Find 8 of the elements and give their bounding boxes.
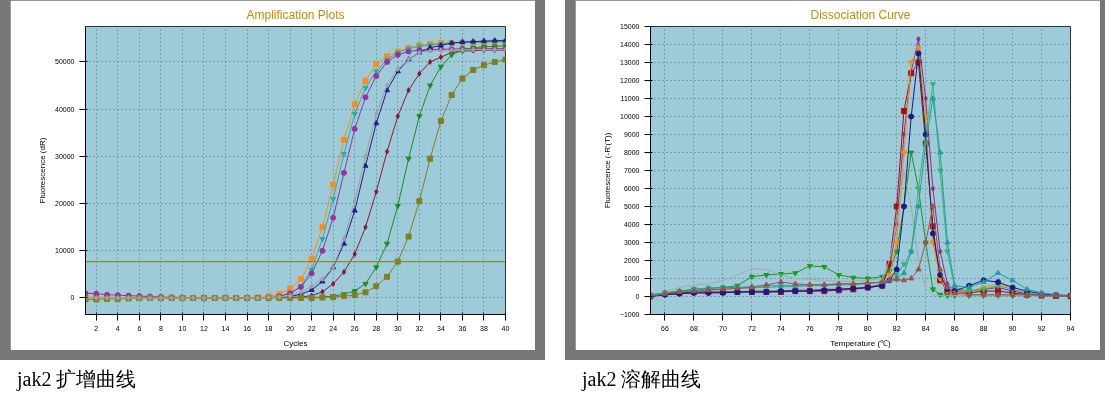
text: jak2 扩增曲线 [17, 367, 137, 393]
x-axis-title: Temperature (℃) [830, 338, 892, 348]
y-axis-title: Fluorescence (dR) [38, 137, 48, 204]
x-axis-title: Cycles [283, 338, 308, 348]
text: jak2 溶解曲线 [582, 367, 702, 393]
chart-title: Dissociation Curve [810, 7, 911, 22]
chart-title: Amplification Plots [246, 7, 345, 22]
y-axis-title: Fluorescence (-R'(T)) [602, 132, 612, 209]
